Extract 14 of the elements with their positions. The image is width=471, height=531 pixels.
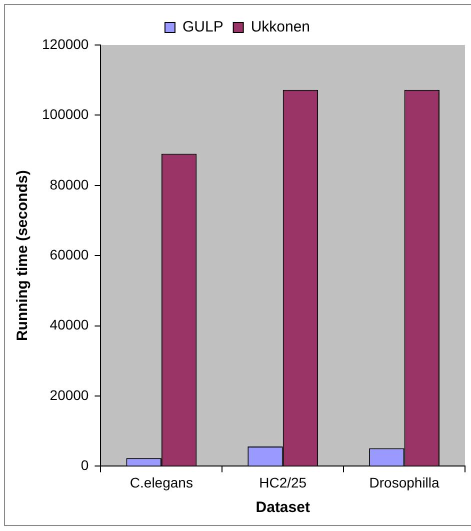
y-tick-label: 60000 [50, 246, 89, 262]
y-tick-label: 0 [80, 457, 89, 474]
y-axis-title: Running time (seconds) [14, 170, 32, 342]
y-tick-label: 20000 [50, 386, 89, 403]
y-tick-label: 100000 [42, 106, 89, 122]
x-tick-label: C.elegans [130, 474, 193, 490]
y-tick-label: 80000 [50, 176, 89, 192]
legend-label: Ukkonen [250, 18, 310, 36]
x-tick-label: HC2/25 [259, 474, 307, 490]
y-tick-label: 40000 [50, 316, 89, 333]
x-axis-title: Dataset [256, 499, 310, 516]
x-tick-label: Drosophilla [369, 474, 440, 490]
legend-label: GULP [182, 18, 224, 36]
y-tick-label: 120000 [42, 36, 89, 52]
